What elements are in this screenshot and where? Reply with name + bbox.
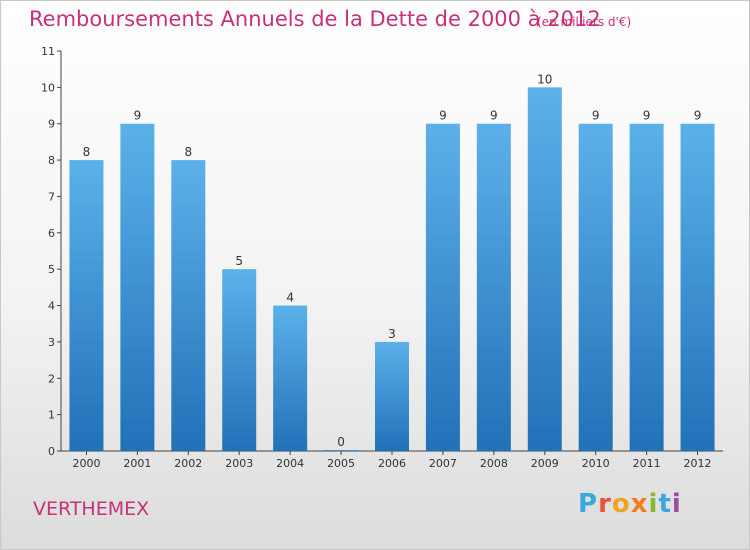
bar-2010[interactable]: [578, 123, 613, 452]
labels: 8 2000 9 2001 8 2002 5 2003 4 2004 0 2005 3 2006 9 2007…: [72, 72, 711, 470]
bar-value-label: 9: [694, 109, 702, 123]
bar-2009[interactable]: [527, 87, 562, 451]
bar-2012[interactable]: [680, 123, 715, 452]
bar-2004[interactable]: [273, 305, 308, 451]
x-tick-label: 2006: [378, 457, 406, 470]
y-tick-label: 6: [48, 227, 55, 240]
y-tick-label: 7: [48, 190, 55, 203]
y-tick-label: 1: [48, 409, 55, 422]
bar-value-label: 9: [643, 109, 651, 123]
bar-value-label: 9: [134, 109, 142, 123]
bar-value-label: 3: [388, 327, 396, 341]
x-tick-label: 2003: [225, 457, 253, 470]
logo-letter: r: [598, 489, 612, 519]
x-tick-label: 2010: [582, 457, 610, 470]
chart-unit: (en milliers d'€): [537, 15, 632, 29]
chart-title: Remboursements Annuels de la Dette de 20…: [29, 7, 601, 31]
x-tick-label: 2005: [327, 457, 355, 470]
x-tick-label: 2009: [531, 457, 559, 470]
x-tick-label: 2012: [684, 457, 712, 470]
y-tick-label: 11: [41, 45, 55, 58]
y-tick-label: 0: [48, 445, 55, 458]
bar-value-label: 9: [490, 109, 498, 123]
logo-letter: i: [648, 489, 659, 519]
x-tick-label: 2001: [123, 457, 151, 470]
bar-2008[interactable]: [476, 123, 511, 452]
bar-2005[interactable]: [324, 450, 359, 451]
logo-letter: o: [611, 489, 631, 519]
bar-2007[interactable]: [425, 123, 460, 452]
logo-letter: x: [630, 489, 649, 519]
y-tick-label: 5: [48, 263, 55, 276]
x-tick-label: 2002: [174, 457, 202, 470]
x-tick-label: 2008: [480, 457, 508, 470]
y-tick-label: 8: [48, 154, 55, 167]
y-tick-label: 10: [41, 81, 55, 94]
y-tick-label: 4: [48, 300, 55, 313]
y-tick-label: 3: [48, 336, 55, 349]
x-tick-label: 2011: [633, 457, 661, 470]
bar-2003[interactable]: [222, 269, 257, 451]
logo-letter: P: [578, 489, 599, 519]
logo-letter: t: [658, 489, 672, 519]
x-tick-label: 2000: [72, 457, 100, 470]
x-tick-label: 2007: [429, 457, 457, 470]
x-tick-label: 2004: [276, 457, 304, 470]
bar-value-label: 8: [184, 145, 192, 159]
bars: [69, 87, 715, 452]
bar-2011[interactable]: [629, 123, 664, 452]
bar-value-label: 8: [83, 145, 91, 159]
commune-name: VERTHEMEX: [33, 498, 150, 520]
bar-2000[interactable]: [69, 160, 104, 451]
bar-value-label: 0: [337, 435, 345, 449]
y-tick-label: 2: [48, 372, 55, 385]
logo-letter: i: [671, 489, 682, 519]
bar-value-label: 9: [592, 109, 600, 123]
bar-2002[interactable]: [171, 160, 206, 451]
y-tick-label: 9: [48, 118, 55, 131]
proxiti-logo[interactable]: Proxiti: [578, 489, 682, 519]
bar-2001[interactable]: [120, 123, 155, 452]
bar-value-label: 5: [235, 254, 243, 268]
bar-2006[interactable]: [375, 341, 409, 451]
bar-value-label: 10: [537, 72, 552, 86]
bar-value-label: 9: [439, 109, 447, 123]
bar-value-label: 4: [286, 291, 294, 305]
